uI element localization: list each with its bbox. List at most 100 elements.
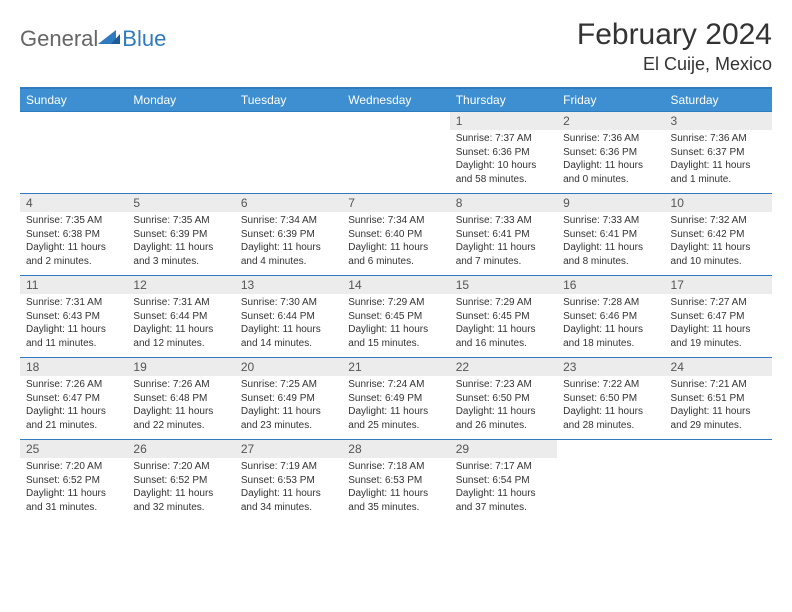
day-detail-line: Daylight: 11 hours: [456, 487, 551, 501]
day-details: Sunrise: 7:27 AMSunset: 6:47 PMDaylight:…: [665, 294, 772, 354]
weekday-header: Sunday: [20, 88, 127, 112]
day-detail-line: Sunset: 6:49 PM: [348, 392, 443, 406]
calendar-day-cell: 19Sunrise: 7:26 AMSunset: 6:48 PMDayligh…: [127, 358, 234, 440]
day-detail-line: Sunrise: 7:31 AM: [133, 296, 228, 310]
day-detail-line: and 3 minutes.: [133, 255, 228, 269]
day-detail-line: Sunrise: 7:30 AM: [241, 296, 336, 310]
day-detail-line: Sunset: 6:50 PM: [563, 392, 658, 406]
day-details: Sunrise: 7:24 AMSunset: 6:49 PMDaylight:…: [342, 376, 449, 436]
day-detail-line: and 7 minutes.: [456, 255, 551, 269]
day-detail-line: Sunrise: 7:32 AM: [671, 214, 766, 228]
calendar-day-cell: 22Sunrise: 7:23 AMSunset: 6:50 PMDayligh…: [450, 358, 557, 440]
day-detail-line: Sunset: 6:47 PM: [26, 392, 121, 406]
day-details: Sunrise: 7:23 AMSunset: 6:50 PMDaylight:…: [450, 376, 557, 436]
day-detail-line: Daylight: 11 hours: [563, 405, 658, 419]
day-detail-line: Sunset: 6:41 PM: [456, 228, 551, 242]
day-detail-line: Sunset: 6:50 PM: [456, 392, 551, 406]
calendar-day-cell: 23Sunrise: 7:22 AMSunset: 6:50 PMDayligh…: [557, 358, 664, 440]
day-details: Sunrise: 7:36 AMSunset: 6:37 PMDaylight:…: [665, 130, 772, 190]
day-detail-line: Sunrise: 7:19 AM: [241, 460, 336, 474]
day-number: 24: [665, 358, 772, 376]
calendar-day-cell: 17Sunrise: 7:27 AMSunset: 6:47 PMDayligh…: [665, 276, 772, 358]
weekday-header: Thursday: [450, 88, 557, 112]
day-number: 12: [127, 276, 234, 294]
day-detail-line: Sunrise: 7:23 AM: [456, 378, 551, 392]
day-detail-line: and 26 minutes.: [456, 419, 551, 433]
day-details: Sunrise: 7:30 AMSunset: 6:44 PMDaylight:…: [235, 294, 342, 354]
weekday-header-row: Sunday Monday Tuesday Wednesday Thursday…: [20, 88, 772, 112]
day-detail-line: Sunrise: 7:28 AM: [563, 296, 658, 310]
location: El Cuije, Mexico: [577, 54, 772, 75]
day-detail-line: Sunrise: 7:37 AM: [456, 132, 551, 146]
day-detail-line: Daylight: 11 hours: [671, 323, 766, 337]
day-detail-line: and 19 minutes.: [671, 337, 766, 351]
calendar-day-cell: 24Sunrise: 7:21 AMSunset: 6:51 PMDayligh…: [665, 358, 772, 440]
day-detail-line: Sunset: 6:36 PM: [563, 146, 658, 160]
calendar-day-cell: [235, 112, 342, 194]
day-number: 19: [127, 358, 234, 376]
day-number: 25: [20, 440, 127, 458]
day-detail-line: Daylight: 11 hours: [456, 323, 551, 337]
day-detail-line: Sunset: 6:43 PM: [26, 310, 121, 324]
title-block: February 2024 El Cuije, Mexico: [577, 18, 772, 75]
day-detail-line: Sunrise: 7:18 AM: [348, 460, 443, 474]
day-details: Sunrise: 7:34 AMSunset: 6:39 PMDaylight:…: [235, 212, 342, 272]
calendar-day-cell: 27Sunrise: 7:19 AMSunset: 6:53 PMDayligh…: [235, 440, 342, 522]
day-detail-line: Daylight: 11 hours: [133, 241, 228, 255]
day-number: 22: [450, 358, 557, 376]
weekday-header: Monday: [127, 88, 234, 112]
day-detail-line: Sunset: 6:53 PM: [241, 474, 336, 488]
day-detail-line: Daylight: 11 hours: [241, 405, 336, 419]
day-details: Sunrise: 7:31 AMSunset: 6:44 PMDaylight:…: [127, 294, 234, 354]
day-number: 6: [235, 194, 342, 212]
day-detail-line: Sunrise: 7:34 AM: [241, 214, 336, 228]
day-detail-line: Sunset: 6:52 PM: [26, 474, 121, 488]
day-detail-line: Sunrise: 7:20 AM: [133, 460, 228, 474]
day-detail-line: Sunrise: 7:29 AM: [456, 296, 551, 310]
day-details: Sunrise: 7:25 AMSunset: 6:49 PMDaylight:…: [235, 376, 342, 436]
day-detail-line: and 10 minutes.: [671, 255, 766, 269]
day-detail-line: and 2 minutes.: [26, 255, 121, 269]
day-detail-line: Daylight: 11 hours: [26, 323, 121, 337]
weekday-header: Saturday: [665, 88, 772, 112]
calendar-day-cell: 13Sunrise: 7:30 AMSunset: 6:44 PMDayligh…: [235, 276, 342, 358]
day-number: 20: [235, 358, 342, 376]
day-detail-line: Daylight: 11 hours: [671, 241, 766, 255]
day-number: 2: [557, 112, 664, 130]
day-details: Sunrise: 7:35 AMSunset: 6:39 PMDaylight:…: [127, 212, 234, 272]
calendar-day-cell: 6Sunrise: 7:34 AMSunset: 6:39 PMDaylight…: [235, 194, 342, 276]
calendar-day-cell: 15Sunrise: 7:29 AMSunset: 6:45 PMDayligh…: [450, 276, 557, 358]
day-details: Sunrise: 7:37 AMSunset: 6:36 PMDaylight:…: [450, 130, 557, 190]
header: General Blue February 2024 El Cuije, Mex…: [20, 18, 772, 75]
day-number: 18: [20, 358, 127, 376]
day-number: 4: [20, 194, 127, 212]
day-detail-line: Sunset: 6:51 PM: [671, 392, 766, 406]
day-detail-line: and 23 minutes.: [241, 419, 336, 433]
day-details: Sunrise: 7:29 AMSunset: 6:45 PMDaylight:…: [450, 294, 557, 354]
day-detail-line: Sunrise: 7:29 AM: [348, 296, 443, 310]
day-detail-line: and 1 minute.: [671, 173, 766, 187]
day-detail-line: Daylight: 11 hours: [456, 405, 551, 419]
day-detail-line: Sunset: 6:45 PM: [348, 310, 443, 324]
day-detail-line: and 4 minutes.: [241, 255, 336, 269]
day-number: 29: [450, 440, 557, 458]
calendar-day-cell: 11Sunrise: 7:31 AMSunset: 6:43 PMDayligh…: [20, 276, 127, 358]
day-detail-line: and 25 minutes.: [348, 419, 443, 433]
day-details: Sunrise: 7:19 AMSunset: 6:53 PMDaylight:…: [235, 458, 342, 518]
day-detail-line: Sunset: 6:48 PM: [133, 392, 228, 406]
day-details: [20, 116, 127, 122]
day-detail-line: Sunrise: 7:17 AM: [456, 460, 551, 474]
calendar-day-cell: 20Sunrise: 7:25 AMSunset: 6:49 PMDayligh…: [235, 358, 342, 440]
calendar-day-cell: 12Sunrise: 7:31 AMSunset: 6:44 PMDayligh…: [127, 276, 234, 358]
day-number: 3: [665, 112, 772, 130]
calendar-day-cell: 8Sunrise: 7:33 AMSunset: 6:41 PMDaylight…: [450, 194, 557, 276]
day-details: Sunrise: 7:26 AMSunset: 6:47 PMDaylight:…: [20, 376, 127, 436]
day-detail-line: and 31 minutes.: [26, 501, 121, 515]
day-number: 14: [342, 276, 449, 294]
day-detail-line: Daylight: 11 hours: [456, 241, 551, 255]
logo-text-blue: Blue: [122, 26, 166, 52]
day-details: Sunrise: 7:18 AMSunset: 6:53 PMDaylight:…: [342, 458, 449, 518]
day-detail-line: Daylight: 11 hours: [133, 323, 228, 337]
day-details: Sunrise: 7:21 AMSunset: 6:51 PMDaylight:…: [665, 376, 772, 436]
day-detail-line: and 34 minutes.: [241, 501, 336, 515]
